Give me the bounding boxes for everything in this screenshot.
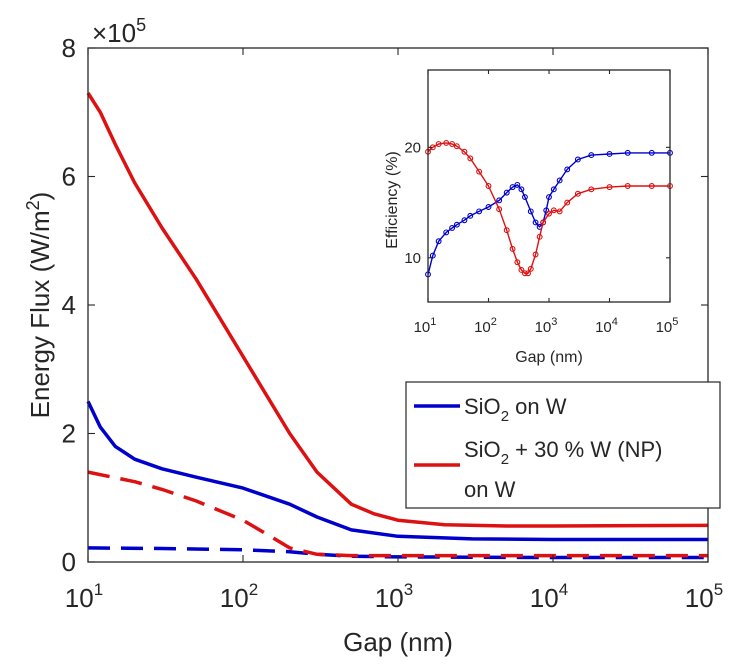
inset-series-1-point	[496, 206, 503, 213]
inset-series-1-point	[536, 233, 543, 240]
inset-series-1-point	[564, 199, 571, 206]
inset-series-1-point	[476, 168, 483, 175]
y-exponent-label: ×105	[92, 15, 146, 48]
main-series-line-3	[87, 470, 708, 558]
inset-y-tick-label: 20	[404, 139, 421, 156]
inset-series-0-point	[521, 194, 528, 200]
inset-series-0-point	[443, 229, 450, 236]
inset-series-0-point	[429, 252, 436, 259]
inset-series-0-point	[461, 217, 468, 224]
inset-series-0-point	[467, 212, 474, 219]
main-plot-frame	[87, 47, 709, 563]
inset-series-0-point	[556, 177, 563, 184]
inset-series-0-point	[476, 208, 483, 215]
inset-series-1-point	[514, 259, 521, 266]
inset-series-1-point	[527, 265, 534, 272]
inset-x-tick-label: 102	[474, 316, 497, 336]
inset-series-1-point	[556, 208, 563, 215]
inset-series-0-point	[606, 151, 613, 157]
inset-series-1-point	[540, 219, 547, 226]
y-axis-label: Energy Flux (W/m2)	[23, 192, 55, 419]
main-series-line-0	[86, 400, 708, 542]
inset-series-1-point	[449, 141, 456, 147]
inset-series-1-point	[574, 190, 581, 197]
inset-x-axis-label: Gap (nm)	[515, 349, 583, 366]
inset-series-0-point	[574, 156, 581, 163]
inset-series-0-point	[532, 219, 539, 226]
inset-series-0-point	[453, 221, 460, 228]
main-y-tick-label: 2	[62, 419, 76, 449]
inset-series-1-point	[485, 183, 492, 189]
inset-x-tick-label: 101	[414, 316, 437, 336]
inset-series-1-point	[532, 251, 539, 258]
inset-series-0-point	[564, 166, 571, 173]
main-y-tick-label: 8	[62, 33, 76, 63]
inset-series-0-point	[588, 152, 595, 159]
inset-series-1-point	[443, 139, 450, 146]
inset-y-tick-label: 10	[404, 250, 421, 267]
inset-series-0-point	[496, 197, 503, 204]
inset-series-1-point	[588, 186, 595, 193]
x-axis-label: Gap (nm)	[343, 627, 453, 657]
inset-series-0-point	[435, 238, 442, 245]
inset-series-1-point	[503, 227, 510, 234]
legend-label-sio2-w-np: SiO2 + 30 % W (NP)	[464, 437, 662, 468]
inset-x-tick-label: 104	[595, 316, 618, 336]
legend-box	[405, 381, 721, 509]
inset-series-0-point	[624, 149, 631, 156]
inset-series-1-point	[525, 270, 531, 277]
inset-series-0-point	[449, 225, 456, 231]
main-x-tick-label: 103	[375, 580, 413, 613]
inset-series-1-point	[606, 184, 613, 191]
inset-series-1-point	[546, 210, 552, 217]
inset-series-0-point	[546, 194, 552, 200]
inset-series-0-point	[514, 181, 521, 188]
inset-y-axis-label: Efficiency (%)	[384, 151, 401, 249]
inset-series-line-1	[427, 142, 670, 274]
inset-series-1-point	[435, 141, 442, 147]
inset-series-0-point	[550, 186, 557, 193]
inset-series-1-point	[467, 155, 474, 162]
inset-series-1-point	[461, 148, 468, 155]
inset-plot: 101 102 103 104 105 10 20 Gap (nm) Efficiency …	[384, 69, 679, 366]
inset-series-1-point	[648, 183, 655, 189]
inset-series-1-point	[453, 143, 460, 150]
inset-series-1-point	[624, 183, 631, 189]
inset-series-1-point	[550, 207, 557, 214]
inset-series-0-point	[485, 204, 492, 210]
inset-series-0-point	[518, 186, 525, 193]
main-x-tick-label: 105	[685, 580, 723, 613]
inset-plot-frame	[427, 69, 671, 303]
main-y-tick-label: 0	[62, 547, 76, 577]
main-x-tick-label: 102	[220, 580, 258, 613]
inset-series-1-point	[509, 246, 516, 252]
inset-series-1-point	[518, 267, 525, 273]
inset-series-line-0	[427, 152, 670, 275]
inset-series-0-point	[509, 184, 516, 191]
main-x-tick-label: 101	[65, 580, 103, 613]
inset-x-tick-label: 105	[656, 316, 679, 336]
main-x-tick-label: 104	[530, 580, 568, 613]
inset-series-1-point	[521, 270, 528, 277]
legend: SiO2 on W SiO2 + 30 % W (NP) on W	[405, 381, 721, 509]
legend-label-sio2-w-np-line2: on W	[464, 477, 516, 502]
inset-series-0-point	[503, 189, 510, 196]
main-series-line-1	[86, 92, 709, 528]
inset-series-0-point	[527, 208, 534, 215]
main-y-tick-label: 4	[62, 290, 76, 320]
main-y-tick-label: 6	[62, 162, 76, 192]
inset-x-tick-label: 103	[535, 316, 558, 336]
inset-series-0-point	[648, 149, 655, 156]
legend-label-sio2: SiO2 on W	[464, 394, 567, 425]
